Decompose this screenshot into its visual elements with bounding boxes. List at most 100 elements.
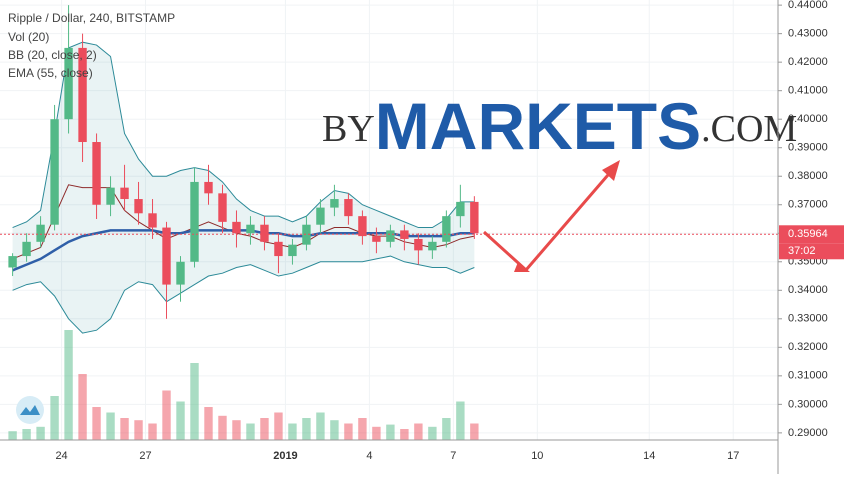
volume-bar xyxy=(260,418,269,440)
candle-body xyxy=(358,216,367,237)
candle-body xyxy=(232,221,241,234)
volume-bar xyxy=(218,415,227,440)
candle-body xyxy=(246,224,255,234)
volume-bar xyxy=(36,426,45,440)
volume-bar xyxy=(120,418,129,440)
y-tick-label: 0.37000 xyxy=(788,199,828,211)
candle-body xyxy=(316,207,325,225)
candle-body xyxy=(386,230,395,242)
legend-symbol: Ripple / Dollar, 240, BITSTAMP xyxy=(8,11,175,25)
candle-body xyxy=(288,244,297,257)
y-tick-label: 0.34000 xyxy=(788,284,828,296)
y-tick-label: 0.42000 xyxy=(788,56,828,68)
volume-bar xyxy=(162,390,171,440)
volume-bar xyxy=(372,426,381,440)
price-label-bg xyxy=(779,225,844,244)
x-tick-label: 7 xyxy=(450,450,456,462)
volume-bar xyxy=(316,412,325,440)
candle-body xyxy=(218,193,227,222)
candle-body xyxy=(64,47,73,120)
candle-body xyxy=(414,238,423,251)
price-label: 0.35964 xyxy=(788,228,828,240)
y-tick-label: 0.39000 xyxy=(788,142,828,154)
bb-upper xyxy=(12,41,475,229)
arrow-head xyxy=(602,160,620,181)
volume-bar xyxy=(134,420,143,440)
bb-lower xyxy=(12,255,475,334)
volume-bar xyxy=(442,418,451,440)
candle-body xyxy=(134,199,143,214)
y-tick-label: 0.31000 xyxy=(788,370,828,382)
volume-bar xyxy=(92,407,101,440)
volume-bar xyxy=(470,423,479,440)
volume-bar xyxy=(344,423,353,440)
legend-ema: EMA (55, close) xyxy=(8,66,93,80)
x-tick-label: 17 xyxy=(727,450,739,462)
y-tick-label: 0.41000 xyxy=(788,85,828,97)
candle-body xyxy=(8,256,17,268)
logo[interactable] xyxy=(16,396,44,424)
watermark-suffix: .COM xyxy=(701,108,797,150)
candle-body xyxy=(92,142,101,205)
candle-body xyxy=(344,199,353,217)
y-tick-label: 0.32000 xyxy=(788,341,828,353)
x-tick-label: 10 xyxy=(531,450,543,462)
candle-body xyxy=(274,241,283,257)
candle-body xyxy=(302,224,311,245)
candle-body xyxy=(428,241,437,251)
countdown: 37:02 xyxy=(788,245,816,257)
y-tick-label: 0.38000 xyxy=(788,170,828,182)
volume-bar xyxy=(400,429,409,440)
candle-body xyxy=(260,224,269,242)
y-tick-label: 0.30000 xyxy=(788,398,828,410)
volume-bar xyxy=(64,330,73,440)
y-tick-label: 0.44000 xyxy=(788,0,828,11)
watermark: BYMARKETS.COM xyxy=(322,89,797,163)
volume-bar xyxy=(414,423,423,440)
candle-body xyxy=(204,181,213,194)
volume-bar xyxy=(386,424,395,440)
watermark-brand: MARKETS xyxy=(375,89,701,163)
watermark-prefix: BY xyxy=(322,108,375,150)
volume-bar xyxy=(176,401,185,440)
candle-body xyxy=(22,241,31,257)
legend-bb: BB (20, close, 2) xyxy=(8,48,97,62)
volume-bar xyxy=(78,374,87,440)
volume-bar xyxy=(358,418,367,440)
candle-body xyxy=(36,224,45,242)
bb-fill xyxy=(12,42,475,334)
volume-bar xyxy=(246,423,255,440)
volume-bar xyxy=(274,412,283,440)
candle-body xyxy=(162,227,171,285)
x-tick-label: 27 xyxy=(139,450,151,462)
x-tick-label: 2019 xyxy=(273,450,297,462)
logo-icon xyxy=(20,405,40,415)
countdown-bg xyxy=(779,243,844,260)
candle-body xyxy=(456,201,465,217)
bb-basis xyxy=(12,184,475,260)
volume-bar xyxy=(204,407,213,440)
volume-bar xyxy=(302,418,311,440)
candle-body xyxy=(120,187,129,200)
volume-bar xyxy=(456,401,465,440)
candle-body xyxy=(106,187,115,205)
candle-body xyxy=(330,199,339,208)
volume-bar xyxy=(428,426,437,440)
arrow-head xyxy=(514,262,530,272)
candle-body xyxy=(190,181,199,262)
candle-body xyxy=(50,119,59,225)
layer xyxy=(0,0,778,440)
candle-body xyxy=(470,201,479,234)
volume-bar xyxy=(330,420,339,440)
volume-bar xyxy=(8,431,17,440)
volume-bar xyxy=(50,396,59,440)
candle-body xyxy=(442,216,451,242)
volume-bar xyxy=(288,423,297,440)
x-tick-label: 24 xyxy=(55,450,67,462)
candle-body xyxy=(176,261,185,285)
volume-bar xyxy=(148,423,157,440)
y-tick-label: 0.33000 xyxy=(788,313,828,325)
legend-vol: Vol (20) xyxy=(8,30,49,44)
